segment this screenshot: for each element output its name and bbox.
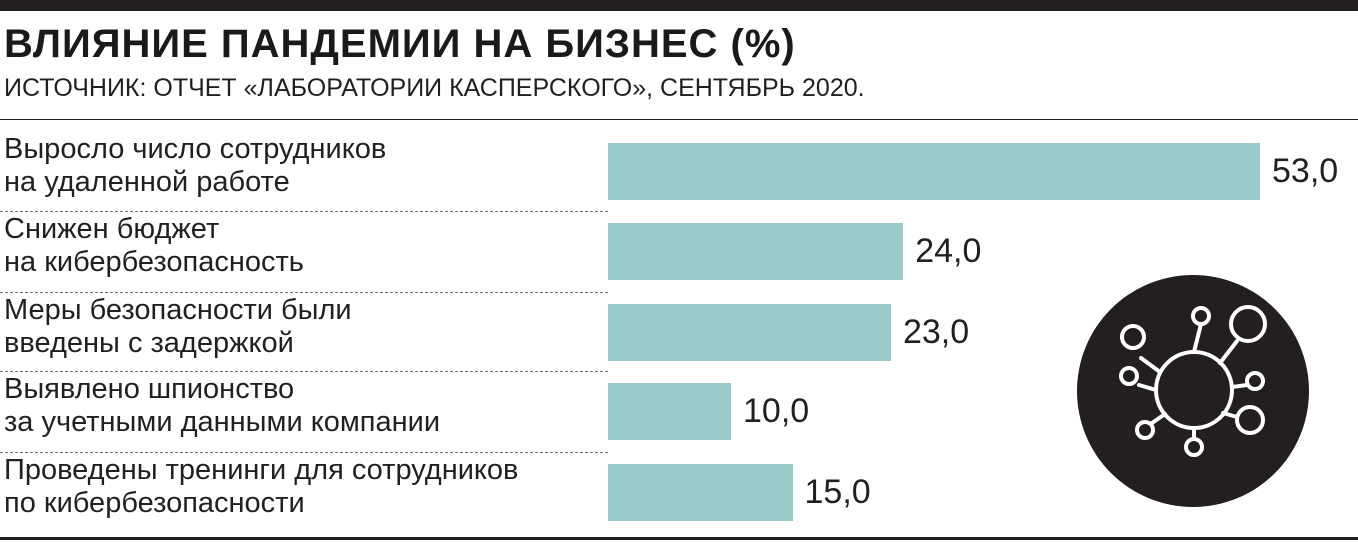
category-label-line: Выросло число сотрудников: [4, 133, 387, 165]
category-label: Выросло число сотрудников на удаленной ра…: [4, 133, 604, 199]
chart-title: ВЛИЯНИЕ ПАНДЕМИИ НА БИЗНЕС (%): [4, 22, 796, 66]
category-label-line: за учетными данными компании: [4, 406, 441, 438]
bar: [608, 143, 1260, 200]
bar-value-label: 53,0: [1272, 152, 1339, 190]
row-separator: [0, 292, 608, 293]
bar: [608, 383, 732, 440]
virus-icon: [1077, 275, 1309, 507]
category-label-line: Выявлено шпионство: [4, 373, 295, 405]
bar-row: Меры безопасности были введены с задержко…: [0, 280, 1358, 361]
category-label: Меры безопасности были введены с задержко…: [4, 294, 604, 360]
category-label-line: Проведены тренинги для сотрудников: [4, 454, 519, 486]
category-label-line: по кибербезопасности: [4, 487, 305, 519]
row-separator: [0, 211, 608, 212]
category-label: Снижен бюджет на кибербезопасность: [4, 213, 604, 279]
bar-value-label: 23,0: [902, 313, 970, 351]
chart-subtitle: ИСТОЧНИК: ОТЧЕТ «ЛАБОРАТОРИИ КАСПЕРСКОГО…: [4, 74, 865, 102]
category-label-line: Меры безопасности были: [4, 294, 352, 326]
category-label-line: введены с задержкой: [4, 327, 294, 359]
category-label: Выявлено шпионство за учетными данными ко…: [4, 373, 604, 439]
bar-value-label: 24,0: [915, 232, 982, 270]
top-rule: [0, 0, 1358, 11]
category-label-line: на кибербезопасность: [4, 246, 304, 278]
row-separator: [0, 371, 608, 372]
row-separator: [0, 452, 608, 453]
bar: [608, 464, 793, 521]
bar-row: Выявлено шпионство за учетными данными ко…: [0, 359, 1358, 440]
bar-row: Проведены тренинги для сотрудников по киб…: [0, 440, 1358, 521]
bar: [608, 304, 891, 361]
bar-value-label: 15,0: [804, 473, 871, 511]
bar-row: Снижен бюджет на кибербезопасность 24,0: [0, 199, 1358, 280]
header-divider: [0, 119, 1358, 120]
category-label: Проведены тренинги для сотрудников по киб…: [4, 454, 604, 520]
bottom-rule: [0, 537, 1358, 540]
bar-value-label: 10,0: [743, 392, 810, 430]
bar-row: Выросло число сотрудников на удаленной ра…: [0, 119, 1358, 200]
bar: [608, 223, 904, 280]
category-label-line: Снижен бюджет: [4, 213, 220, 245]
category-label-line: на удаленной работе: [4, 166, 290, 198]
